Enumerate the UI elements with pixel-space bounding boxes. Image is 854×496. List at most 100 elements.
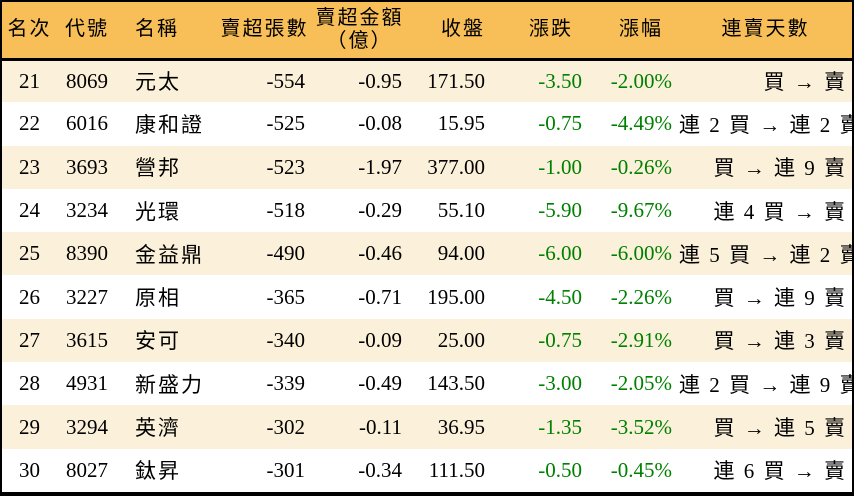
- cell-close: 36.95: [437, 414, 485, 439]
- col-header-sell-amount-line1: 賣超金額: [315, 6, 404, 29]
- table-row: 27 3615 安可 -340 -0.09 25.00 -0.75 -2.91%…: [2, 318, 852, 363]
- cell-code: 4931: [66, 371, 108, 396]
- cell-streak: 連 4 買 → 賣: [713, 199, 847, 224]
- cell-streak: 買 → 連 3 賣: [713, 329, 847, 354]
- cell-streak: 買 → 賣: [763, 70, 847, 95]
- col-header-sell-amount-line2: （億）: [326, 29, 393, 52]
- cell-change: -0.75: [538, 111, 582, 136]
- cell-code: 3294: [66, 414, 108, 439]
- cell-change: -3.50: [538, 68, 582, 93]
- cell-close: 143.50: [427, 371, 485, 396]
- cell-name: 金益鼎: [135, 242, 204, 267]
- table-row: 26 3227 原相 -365 -0.71 195.00 -4.50 -2.26…: [2, 275, 852, 319]
- table-row: 25 8390 金益鼎 -490 -0.46 94.00 -6.00 -6.00…: [2, 232, 854, 276]
- table-row: 29 3294 英濟 -302 -0.11 36.95 -1.35 -3.52%…: [2, 405, 852, 449]
- cell-rank: 25: [19, 241, 40, 266]
- cell-close: 171.50: [427, 68, 485, 93]
- cell-change: -3.00: [538, 371, 582, 396]
- cell-streak: 連 2 買 → 連 2 賣: [679, 112, 854, 137]
- table-row: 24 3234 光環 -518 -0.29 55.10 -5.90 -9.67%…: [2, 188, 852, 233]
- cell-rank: 29: [19, 414, 40, 439]
- cell-sell-volume: -523: [266, 154, 306, 179]
- cell-change-pct: -2.05%: [610, 371, 672, 396]
- cell-name: 英濟: [135, 416, 181, 441]
- cell-sell-amount: -0.11: [359, 414, 402, 439]
- cell-code: 8390: [66, 241, 108, 266]
- cell-code: 8027: [66, 457, 108, 482]
- cell-code: 3693: [66, 154, 108, 179]
- col-header-rank: 名次: [2, 2, 57, 61]
- cell-sell-amount: -1.97: [358, 154, 402, 179]
- table-row: 21 8069 元太 -554 -0.95 171.50 -3.50 -2.00…: [2, 59, 852, 103]
- cell-name: 安可: [135, 329, 181, 354]
- col-header-sell-volume: 賣超張數: [217, 2, 312, 61]
- cell-name: 光環: [135, 199, 181, 224]
- cell-rank: 28: [19, 371, 40, 396]
- cell-sell-volume: -339: [266, 371, 306, 396]
- cell-name: 營邦: [135, 156, 181, 181]
- cell-rank: 23: [19, 154, 40, 179]
- cell-change: -1.00: [538, 154, 582, 179]
- cell-change-pct: -0.26%: [610, 154, 672, 179]
- cell-change-pct: -2.00%: [610, 68, 672, 93]
- cell-rank: 21: [19, 68, 40, 93]
- table-body: 21 8069 元太 -554 -0.95 171.50 -3.50 -2.00…: [2, 59, 852, 492]
- cell-code: 3227: [66, 284, 108, 309]
- table-row: 23 3693 營邦 -523 -1.97 377.00 -1.00 -0.26…: [2, 145, 852, 189]
- cell-sell-amount: -0.29: [358, 198, 402, 223]
- cell-change: -6.00: [538, 241, 582, 266]
- col-header-change: 漲跌: [492, 2, 587, 61]
- cell-close: 25.00: [437, 327, 485, 352]
- cell-streak: 連 5 買 → 連 2 賣: [679, 242, 854, 267]
- cell-sell-amount: -0.08: [358, 111, 402, 136]
- cell-rank: 22: [19, 111, 40, 136]
- cell-change-pct: -4.49%: [610, 111, 672, 136]
- cell-code: 3615: [66, 327, 108, 352]
- cell-change-pct: -0.45%: [610, 457, 672, 482]
- cell-name: 鈦昇: [135, 459, 181, 484]
- col-header-streak: 連賣天數: [679, 2, 852, 61]
- col-header-code: 代號: [57, 2, 117, 61]
- col-header-change-pct: 漲幅: [587, 2, 679, 61]
- cell-sell-amount: -0.46: [358, 241, 402, 266]
- cell-sell-amount: -0.34: [358, 457, 402, 482]
- cell-streak: 連 2 買 → 連 9 賣: [679, 372, 854, 397]
- header-row: 名次 代號 名稱 賣超張數 賣超金額 （億） 收盤 漲跌 漲幅 連賣天數: [2, 2, 852, 61]
- cell-change: -0.75: [538, 327, 582, 352]
- cell-change: -1.35: [538, 414, 582, 439]
- cell-change-pct: -2.91%: [610, 327, 672, 352]
- cell-change: -5.90: [538, 198, 582, 223]
- col-header-sell-amount: 賣超金額 （億）: [312, 2, 407, 61]
- cell-change-pct: -6.00%: [610, 241, 672, 266]
- cell-change-pct: -9.67%: [610, 198, 672, 223]
- cell-name: 元太: [135, 70, 181, 95]
- cell-change-pct: -3.52%: [610, 414, 672, 439]
- cell-sell-volume: -340: [266, 327, 306, 352]
- cell-streak: 連 6 買 → 賣: [713, 459, 847, 484]
- table-row: 28 4931 新盛力 -339 -0.49 143.50 -3.00 -2.0…: [2, 362, 854, 406]
- table-row: 30 8027 鈦昇 -301 -0.34 111.50 -0.50 -0.45…: [2, 448, 852, 492]
- cell-sell-amount: -0.49: [358, 371, 402, 396]
- cell-sell-amount: -0.71: [358, 284, 402, 309]
- cell-change: -4.50: [538, 284, 582, 309]
- cell-name: 原相: [135, 286, 181, 311]
- cell-close: 111.50: [428, 457, 485, 482]
- cell-code: 6016: [66, 111, 108, 136]
- cell-rank: 30: [19, 457, 40, 482]
- cell-sell-volume: -525: [266, 111, 306, 136]
- col-header-name: 名稱: [117, 2, 217, 61]
- cell-sell-volume: -301: [266, 457, 306, 482]
- cell-close: 377.00: [427, 154, 485, 179]
- cell-rank: 27: [19, 327, 40, 352]
- cell-sell-volume: -365: [266, 284, 306, 309]
- cell-sell-volume: -518: [266, 198, 306, 223]
- cell-change-pct: -2.26%: [610, 284, 672, 309]
- cell-rank: 26: [19, 284, 40, 309]
- cell-sell-amount: -0.09: [358, 327, 402, 352]
- cell-streak: 買 → 連 5 賣: [713, 416, 847, 441]
- cell-sell-volume: -490: [266, 241, 306, 266]
- cell-change: -0.50: [538, 457, 582, 482]
- cell-close: 15.95: [437, 111, 485, 136]
- cell-close: 195.00: [427, 284, 485, 309]
